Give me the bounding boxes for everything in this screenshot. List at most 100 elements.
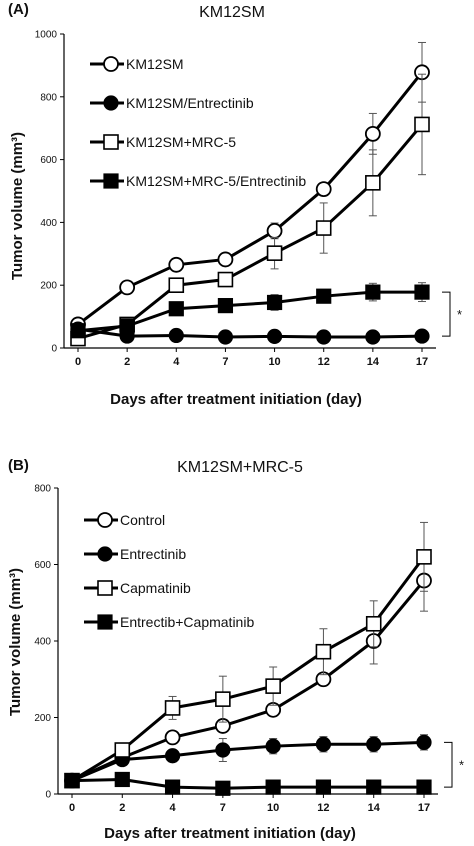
data-point <box>119 279 136 296</box>
significance-marker: * <box>457 307 462 322</box>
data-point <box>168 256 185 273</box>
data-point <box>366 736 382 752</box>
data-point <box>217 271 234 288</box>
data-point <box>215 780 231 796</box>
x-tick-label: 2 <box>124 356 130 368</box>
x-tick-label: 0 <box>69 802 75 814</box>
x-tick-label: 0 <box>75 356 81 368</box>
panel-a-significance-bracket: * <box>442 291 462 337</box>
legend-marker <box>103 134 119 150</box>
legend-marker <box>103 56 119 72</box>
data-point <box>217 251 234 268</box>
data-point <box>365 284 381 300</box>
panel-a-label: (A) <box>8 1 29 18</box>
x-tick-label: 17 <box>416 356 428 368</box>
x-tick-label: 7 <box>222 356 228 368</box>
legend-marker <box>103 95 119 111</box>
data-point <box>315 779 332 795</box>
series-line <box>77 290 422 333</box>
data-point <box>266 222 283 239</box>
series-line <box>77 71 424 326</box>
legend-label: Entrectib+Capmatinib <box>120 614 254 630</box>
y-tick-label: 800 <box>40 92 57 103</box>
data-point <box>217 329 234 345</box>
data-point <box>365 329 381 345</box>
data-point <box>265 678 281 694</box>
y-tick-label: 600 <box>40 155 57 166</box>
x-tick-label: 4 <box>170 802 177 814</box>
y-tick-label: 200 <box>34 713 51 724</box>
panel-b: (B) KM12SM+MRC-5 0 200 400 600 800 0 2 4 7 10 12 14… <box>7 457 464 842</box>
data-point <box>315 643 332 660</box>
bracket-line <box>442 291 451 337</box>
y-tick-label: 800 <box>34 484 51 495</box>
x-tick-label: 14 <box>367 356 380 368</box>
data-point <box>315 736 332 752</box>
series-line <box>77 327 423 339</box>
panel-b-legend: Control Entrectinib Capmatinib Entrectib+Ca… <box>84 512 254 630</box>
data-point <box>215 691 231 707</box>
panel-b-label: (B) <box>8 457 29 474</box>
significance-marker: * <box>459 758 464 773</box>
data-point <box>315 220 332 236</box>
series-line <box>71 555 426 782</box>
data-point <box>114 771 130 788</box>
series-line <box>71 579 426 782</box>
y-tick-label: 400 <box>40 218 57 229</box>
legend-marker <box>97 546 113 562</box>
data-point <box>365 615 382 632</box>
x-tick-label: 17 <box>418 802 430 814</box>
data-point <box>265 738 281 754</box>
data-point <box>114 742 131 758</box>
data-point <box>416 549 432 565</box>
data-point <box>414 284 430 300</box>
data-point <box>365 175 381 191</box>
legend-label: Entrectinib <box>120 546 186 562</box>
x-tick-label: 10 <box>268 356 280 368</box>
x-tick-label: 14 <box>368 802 381 814</box>
data-point <box>416 779 432 795</box>
data-point <box>315 181 332 198</box>
x-tick-label: 10 <box>267 802 279 814</box>
series-km12sm-entrectinib <box>70 321 430 345</box>
panel-a: (A) KM12SM 0 200 400 600 800 1000 0 2 4 7 10 12 14 17… <box>8 1 462 408</box>
data-point <box>316 329 332 345</box>
legend-label: Capmatinib <box>120 580 191 596</box>
panel-a-legend: KM12SM KM12SM/Entrectinib KM12SM+MRC-5 KM12… <box>90 56 306 189</box>
data-point <box>164 748 181 764</box>
x-tick-label: 12 <box>317 802 329 814</box>
panel-a-title: KM12SM <box>199 4 265 21</box>
data-point <box>265 779 281 795</box>
legend-marker <box>103 173 119 189</box>
x-tick-label: 12 <box>318 356 330 368</box>
data-point <box>316 288 332 304</box>
panel-b-title: KM12SM+MRC-5 <box>177 459 303 476</box>
y-tick-label: 0 <box>45 790 51 801</box>
data-point <box>164 700 181 716</box>
data-point <box>119 318 135 334</box>
series-entrectib-capmatinib <box>64 771 432 796</box>
data-point <box>364 125 381 142</box>
x-tick-label: 2 <box>119 802 125 814</box>
series-line <box>71 777 424 790</box>
legend-marker <box>97 580 113 596</box>
panel-b-y-axis-label: Tumor volume (mm³) <box>7 568 24 716</box>
x-tick-label: 7 <box>220 802 226 814</box>
panel-b-plot: 0 200 400 600 800 0 2 4 7 10 12 14 17 Control Entrecti… <box>34 484 464 815</box>
data-point <box>414 328 430 344</box>
legend-marker <box>97 512 113 528</box>
data-point <box>70 323 86 339</box>
y-tick-label: 200 <box>40 281 57 292</box>
panel-a-x-axis-label: Days after treatment initiation (day) <box>110 391 362 408</box>
legend-marker <box>97 614 113 630</box>
series-km12sm-mrc-5-entrectinib <box>70 282 430 339</box>
legend-label: KM12SM+MRC-5/Entrectinib <box>126 173 306 189</box>
data-point <box>414 116 430 133</box>
data-point <box>416 734 432 750</box>
series-line <box>77 123 424 341</box>
y-tick-label: 600 <box>34 560 51 571</box>
data-point <box>217 298 234 314</box>
data-point <box>164 729 181 746</box>
data-point <box>168 327 184 344</box>
series-capmatinib <box>64 521 432 789</box>
